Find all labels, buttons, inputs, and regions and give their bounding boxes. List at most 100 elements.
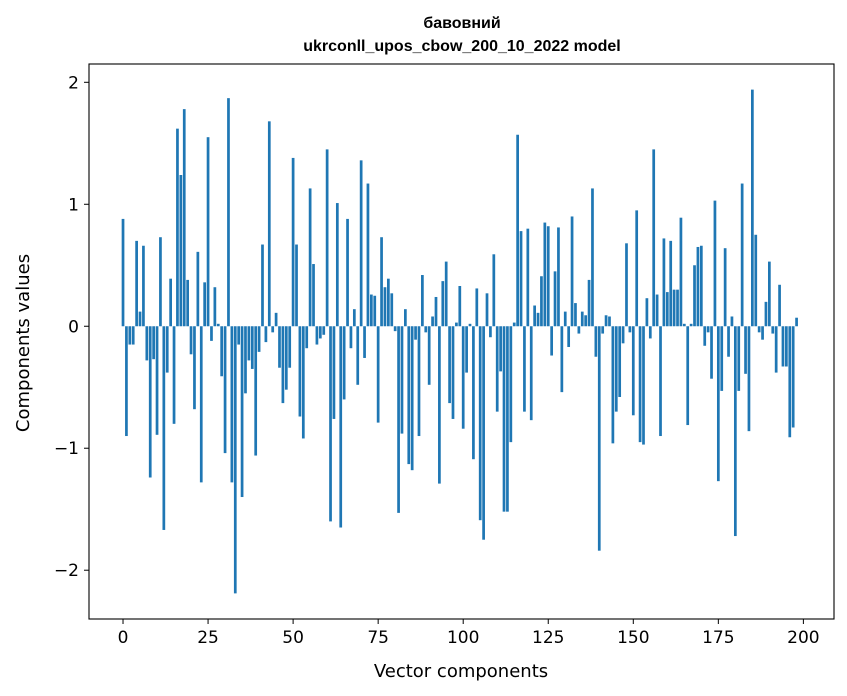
bar-component-56 [312,264,315,326]
y-tick-label: 2 [68,73,79,93]
bar-component-130 [564,312,567,327]
bar-component-190 [768,262,771,327]
bar-component-181 [737,326,740,391]
bar-component-115 [513,323,516,327]
bar-component-74 [373,296,376,326]
bar-component-82 [401,326,404,433]
bar-component-94 [441,281,444,326]
bar-component-21 [193,326,196,409]
bar-component-194 [782,326,785,366]
bar-component-4 [135,241,138,326]
bar-component-52 [299,326,302,416]
bar-component-186 [754,235,757,326]
bar-component-176 [720,326,723,391]
bar-component-177 [724,248,727,326]
x-axis-label: Vector components [374,661,548,682]
bar-component-30 [224,326,227,453]
x-tick-label: 200 [787,628,819,648]
bar-component-1 [125,326,128,436]
bar-component-140 [598,326,601,550]
bar-component-36 [244,326,247,393]
bar-component-165 [683,324,686,326]
bar-component-12 [162,326,165,530]
bar-component-75 [377,326,380,422]
bar-component-160 [666,292,669,326]
bar-component-188 [761,326,764,339]
bar-component-105 [479,326,482,520]
bar-component-98 [455,323,458,327]
bar-component-9 [152,326,155,359]
bar-component-102 [469,324,472,326]
bar-component-179 [731,316,734,326]
bar-component-73 [370,295,373,327]
bar-component-141 [601,326,604,333]
bar-component-185 [751,90,754,327]
bar-component-161 [669,241,672,326]
bar-component-23 [200,326,203,482]
bar-component-134 [578,326,581,333]
bar-component-119 [526,229,529,327]
bar-component-174 [714,201,717,327]
bar-component-27 [214,287,217,326]
y-tick-label: −2 [54,561,79,581]
bar-component-146 [618,326,621,397]
bar-component-167 [690,324,693,326]
bar-component-3 [132,326,135,344]
bar-component-89 [424,326,427,332]
bar-component-151 [635,210,638,326]
bar-component-51 [295,245,298,327]
bar-component-24 [203,282,206,326]
bar-component-78 [387,279,390,327]
x-tick-label: 75 [367,628,389,648]
bar-component-46 [278,326,281,367]
bar-component-127 [554,271,557,326]
bar-component-0 [122,219,125,326]
bar-component-164 [680,218,683,327]
bar-component-183 [744,326,747,374]
bar-component-158 [659,326,662,436]
bar-component-62 [333,326,336,419]
bar-component-150 [632,326,635,415]
y-axis-label: Components values [13,254,34,432]
bar-component-35 [241,326,244,497]
bar-component-123 [540,276,543,326]
bar-component-31 [227,98,230,326]
bar-component-15 [173,326,176,424]
bar-component-95 [445,262,448,327]
bar-component-42 [265,326,268,342]
bar-component-68 [353,309,356,326]
bar-component-147 [622,326,625,343]
bar-component-88 [421,275,424,326]
bar-component-129 [560,326,563,392]
bar-component-149 [629,326,632,332]
bar-component-116 [516,135,519,327]
bar-component-70 [360,160,363,326]
bar-component-155 [649,326,652,338]
bar-component-193 [778,285,781,326]
bar-component-90 [428,326,431,385]
bar-component-170 [700,246,703,327]
bar-component-196 [788,326,791,437]
bar-component-17 [179,175,182,326]
bar-component-184 [748,326,751,431]
bar-component-136 [584,315,587,326]
bar-component-48 [285,326,288,389]
bar-component-25 [207,137,210,326]
bar-component-189 [765,302,768,326]
bar-component-131 [567,326,570,347]
y-tick-label: 0 [68,317,79,337]
bar-component-121 [533,306,536,327]
bar-component-162 [673,290,676,327]
bar-component-197 [792,326,795,427]
bar-component-2 [128,326,131,344]
bar-component-13 [166,326,169,372]
bar-component-72 [367,184,370,327]
bar-component-169 [697,247,700,326]
bar-component-80 [394,326,397,331]
bar-component-60 [326,149,329,326]
bar-component-22 [197,252,200,326]
y-tick-label: −1 [54,439,79,459]
x-tick-label: 150 [617,628,649,648]
bar-component-96 [448,326,451,403]
